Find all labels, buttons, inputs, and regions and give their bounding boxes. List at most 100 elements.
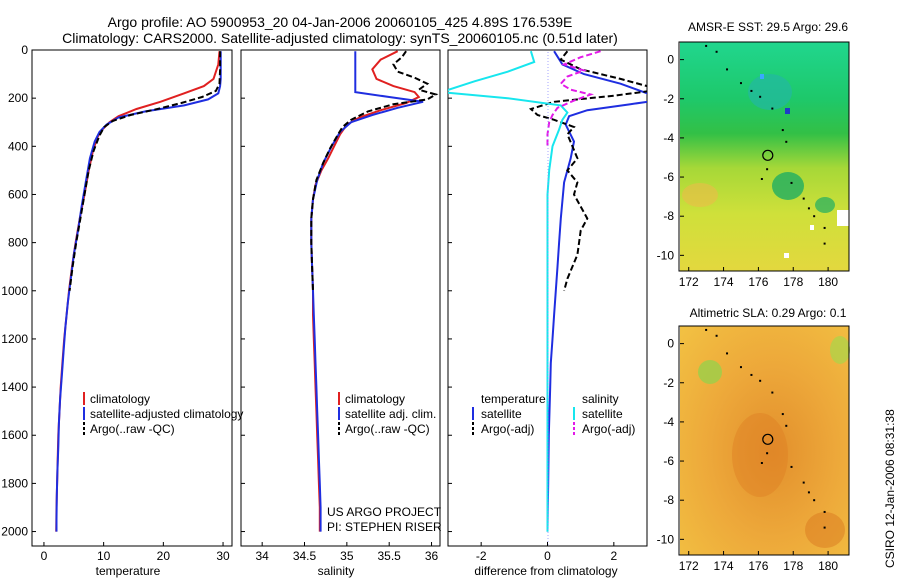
salinity-x-ticks: 34 34.5 35 35.5 36: [255, 542, 439, 563]
series-line-temperature-argo-adj-: [528, 50, 647, 292]
island-dot: [771, 391, 774, 394]
sst-warm-patch: [748, 74, 792, 110]
sst-missing-data: [837, 210, 849, 226]
depth-tick-label: 1000: [1, 284, 28, 298]
legend-argo-label: Argo(..raw -QC): [345, 422, 430, 436]
salinity-legend: climatology satellite adj. clim. Argo(..…: [338, 392, 436, 436]
depth-tick-label: 2000: [1, 525, 28, 539]
sst-map-frame: [678, 41, 850, 272]
map-x-tick-label: 176: [748, 275, 768, 289]
sla-map-frame: [678, 325, 850, 556]
x-tick-label: 34: [255, 549, 269, 563]
map-x-tick-label: 174: [714, 275, 734, 289]
island-dot: [726, 352, 729, 355]
difference-legend: temperature satellite Argo(-adj) salinit…: [472, 392, 635, 436]
sst-map-title: AMSR-E SST: 29.5 Argo: 29.6: [688, 20, 848, 34]
temperature-axis-label: temperature: [96, 564, 161, 578]
map-y-tick-label: -10: [657, 248, 675, 262]
island-dot: [807, 491, 810, 494]
temperature-legend: climatology satellite-adjusted climatolo…: [83, 392, 243, 436]
sla-island-dots: [705, 328, 826, 529]
sst-blue-pixel: [785, 108, 790, 114]
map-x-tick-label: 180: [818, 559, 838, 573]
difference-axis-label: difference from climatology: [474, 564, 617, 578]
legend-satellite-label: satellite adj. clim.: [345, 407, 436, 421]
salinity-panel-frame: [240, 49, 441, 547]
difference-plot: [448, 50, 647, 532]
island-dot: [739, 82, 742, 85]
island-dot: [766, 168, 769, 171]
legend-satellite-label: satellite-adjusted climatology: [90, 407, 243, 421]
legend-salinity-heading: salinity: [582, 392, 619, 406]
sst-map-ticks: 172 174 176 178 180 0 -2 -4 -6 -8 -10: [657, 53, 839, 289]
series-line-salinity-argo-adj-: [546, 50, 601, 147]
legend-temperature-heading: temperature: [481, 392, 546, 406]
depth-tick-label: 800: [8, 236, 28, 250]
x-tick-label: 0: [41, 549, 48, 563]
series-line-climatology: [55, 51, 221, 532]
legend-climatology-label: climatology: [345, 392, 405, 406]
temperature-panel-frame: [31, 49, 233, 547]
island-dot: [760, 178, 763, 181]
island-dot: [785, 140, 788, 143]
island-dot: [781, 413, 784, 416]
island-dot: [759, 95, 762, 98]
salinity-plot: [310, 50, 439, 532]
legend-climatology-label: climatology: [90, 392, 150, 406]
island-dot: [790, 465, 793, 468]
depth-tick-label: 400: [8, 139, 28, 153]
project-pi: PI: STEPHEN RISER: [327, 520, 442, 534]
sla-high-patch: [805, 512, 845, 548]
x-tick-label: 2: [610, 549, 617, 563]
sla-map-features: [698, 336, 850, 548]
map-y-tick-label: -2: [663, 376, 674, 390]
series-line-argo-raw-qc-: [310, 50, 439, 291]
map-y-tick-label: 0: [667, 337, 674, 351]
island-dot: [726, 68, 729, 71]
legend-sal-satellite-label: satellite: [582, 407, 623, 421]
x-tick-label: 0: [544, 549, 551, 563]
sst-blue-pixel: [760, 74, 764, 79]
island-dot: [750, 373, 753, 376]
series-line-satellite-adjusted-climatology: [55, 51, 222, 532]
depth-tick-label: 1800: [1, 476, 28, 490]
depth-tick-label: 200: [8, 91, 28, 105]
sst-missing-data: [810, 225, 814, 230]
x-tick-label: 34.5: [293, 549, 317, 563]
x-tick-label: 36: [425, 549, 439, 563]
figure-title-line1: Argo profile: AO 5900953_20 04-Jan-2006 …: [108, 14, 573, 30]
series-line-argo-raw-qc-: [68, 51, 222, 291]
difference-x-ticks: -2 0 2: [476, 542, 617, 563]
island-dot: [790, 181, 793, 184]
sla-argo-location-marker: [762, 433, 774, 445]
island-dot: [715, 334, 718, 337]
map-x-tick-label: 176: [748, 559, 768, 573]
series-line-satellite-adj-clim-: [310, 51, 424, 532]
sst-missing-data: [784, 253, 789, 258]
series-line-temperature-satellite: [546, 50, 647, 532]
island-dot: [750, 89, 753, 92]
map-x-tick-label: 172: [679, 275, 699, 289]
legend-argo-label: Argo(..raw -QC): [90, 422, 175, 436]
sst-green-patch: [815, 197, 835, 213]
island-dot: [771, 107, 774, 110]
map-x-tick-label: 172: [679, 559, 699, 573]
temperature-x-ticks: 0 10 20 30: [41, 542, 230, 563]
island-dot: [802, 481, 805, 484]
island-dot: [781, 129, 784, 132]
sst-map-features: [682, 74, 849, 258]
csiro-credit: CSIRO 12-Jan-2006 08:31:38: [883, 409, 897, 568]
island-dot: [823, 242, 826, 245]
depth-tick-label: 1200: [1, 332, 28, 346]
x-tick-label: 20: [157, 549, 171, 563]
series-line-salinity-satellite: [448, 50, 569, 532]
map-y-tick-label: -8: [663, 209, 674, 223]
island-dot: [823, 526, 826, 529]
map-x-tick-label: 178: [783, 275, 803, 289]
series-line-climatology: [310, 50, 421, 532]
sst-island-dots: [705, 44, 826, 245]
map-y-tick-label: -4: [663, 131, 674, 145]
map-y-tick-label: -2: [663, 92, 674, 106]
legend-temp-argo-label: Argo(-adj): [481, 422, 534, 436]
